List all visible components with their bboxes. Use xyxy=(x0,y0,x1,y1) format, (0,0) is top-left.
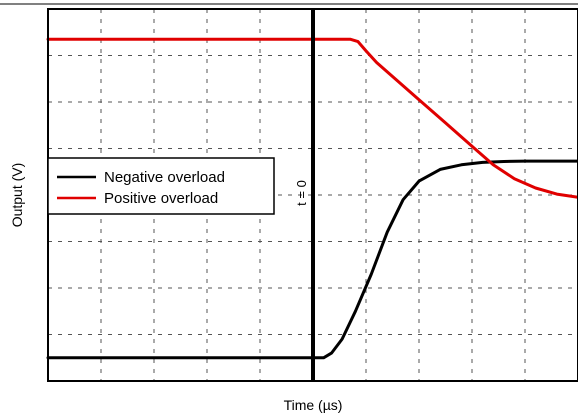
y-axis-label: Output (V) xyxy=(9,163,25,228)
legend: Negative overload Positive overload xyxy=(47,157,275,215)
series-layer xyxy=(46,37,578,360)
series-line-positive-overload xyxy=(46,37,578,199)
t-zero-annotation: t = 0 xyxy=(294,180,309,206)
series-line-negative-overload xyxy=(46,159,578,360)
legend-box xyxy=(47,157,275,215)
x-axis-label: Time (µs) xyxy=(284,397,343,413)
legend-label-negative-overload: Negative overload xyxy=(104,169,225,186)
legend-label-positive-overload: Positive overload xyxy=(104,190,218,207)
